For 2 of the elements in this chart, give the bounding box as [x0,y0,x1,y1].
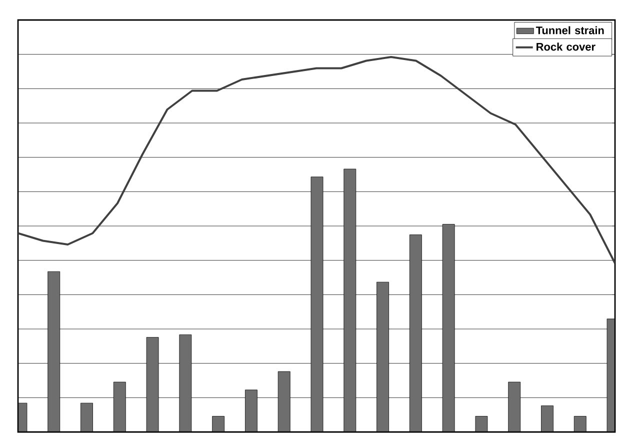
legend-label: Tunnel strain [536,26,604,34]
legend-label: Rock cover [536,42,596,51]
